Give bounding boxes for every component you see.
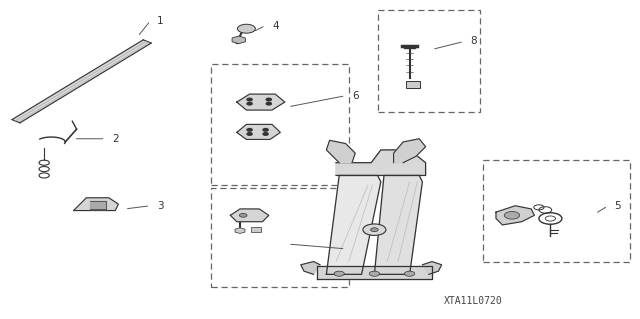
Text: 5: 5: [614, 201, 621, 211]
Text: 1: 1: [157, 16, 163, 26]
Text: 7: 7: [352, 244, 358, 254]
Bar: [211, 188, 349, 287]
Polygon shape: [326, 140, 355, 163]
Bar: [483, 160, 630, 262]
Polygon shape: [90, 201, 106, 209]
Circle shape: [247, 102, 252, 105]
Circle shape: [247, 129, 252, 131]
Circle shape: [263, 129, 268, 131]
Circle shape: [504, 211, 520, 219]
Polygon shape: [422, 262, 442, 274]
Circle shape: [334, 271, 344, 276]
Circle shape: [404, 271, 415, 276]
Polygon shape: [326, 175, 381, 274]
Bar: [378, 10, 480, 112]
Polygon shape: [237, 94, 285, 110]
Text: XTA11L0720: XTA11L0720: [444, 296, 503, 307]
Polygon shape: [336, 150, 426, 175]
Text: 4: 4: [272, 20, 278, 31]
Circle shape: [363, 224, 386, 235]
Circle shape: [371, 228, 378, 232]
Polygon shape: [301, 262, 320, 274]
Polygon shape: [237, 124, 280, 139]
Circle shape: [247, 98, 252, 101]
Polygon shape: [496, 206, 534, 225]
Circle shape: [266, 98, 271, 101]
Text: 2: 2: [112, 134, 118, 144]
Bar: [211, 64, 349, 185]
Circle shape: [237, 24, 255, 33]
Circle shape: [369, 271, 380, 276]
Circle shape: [239, 213, 247, 217]
Polygon shape: [74, 198, 118, 211]
Polygon shape: [394, 139, 426, 163]
Circle shape: [247, 133, 252, 135]
Circle shape: [263, 133, 268, 135]
Circle shape: [266, 102, 271, 105]
Text: 8: 8: [470, 36, 477, 47]
Polygon shape: [230, 209, 269, 222]
Polygon shape: [374, 175, 422, 274]
Polygon shape: [12, 40, 151, 123]
Text: 6: 6: [352, 91, 358, 101]
Polygon shape: [317, 266, 432, 279]
Text: 3: 3: [157, 201, 163, 211]
